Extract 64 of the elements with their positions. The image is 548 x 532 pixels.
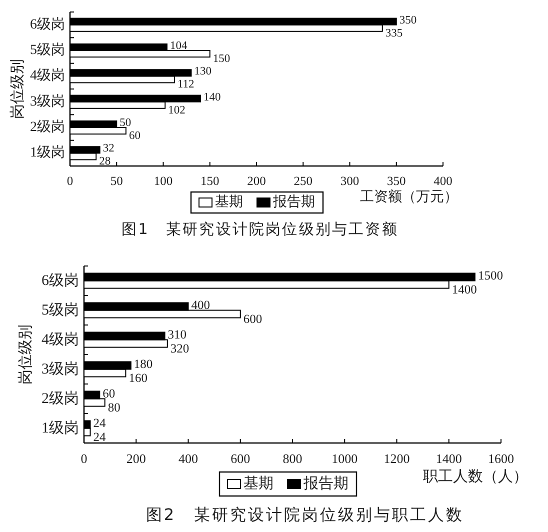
legend-label: 报告期 (272, 194, 315, 210)
x-tick-label: 250 (294, 174, 312, 188)
y-tick-label: 3级岗 (30, 93, 65, 110)
y-tick-label: 5级岗 (42, 301, 79, 318)
x-tick-label: 50 (110, 174, 123, 188)
y-tick-label: 3级岗 (42, 360, 79, 378)
legend-label: 基期 (244, 475, 274, 492)
data-label: 1400 (452, 282, 477, 296)
x-tick-label: 600 (230, 451, 250, 466)
text: 图2 某研究设计院岗位级别与职工人数 (146, 505, 464, 524)
x-tick-label: 400 (178, 451, 198, 466)
data-label: 50 (120, 117, 132, 129)
x-tick-label: 1600 (488, 451, 514, 466)
data-label: 24 (93, 430, 107, 444)
x-tick-label: 1200 (384, 451, 410, 466)
y-tick-label: 5级岗 (30, 42, 65, 58)
data-label: 80 (108, 400, 120, 414)
x-tick-label: 1000 (332, 451, 358, 466)
y-tick-label: 6级岗 (30, 16, 65, 32)
data-label: 1500 (478, 268, 503, 282)
y-tick-label: 4级岗 (42, 330, 79, 348)
legend-label: 报告期 (302, 475, 348, 492)
data-label: 350 (399, 14, 417, 26)
x-tick-label: 0 (66, 174, 74, 188)
data-label: 24 (93, 416, 107, 430)
data-label: 140 (204, 91, 222, 104)
y-tick-label: 6级岗 (42, 272, 79, 289)
data-label: 28 (99, 156, 111, 168)
data-label: 130 (194, 66, 212, 78)
x-tick-label: 200 (126, 451, 146, 466)
data-label: 60 (102, 386, 116, 400)
data-label: 310 (168, 327, 187, 342)
x-tick-label: 100 (154, 174, 173, 188)
data-label: 160 (128, 370, 148, 385)
data-label: 150 (212, 53, 230, 66)
y-tick-label: 2级岗 (30, 119, 65, 135)
x-tick-label: 1400 (436, 451, 462, 466)
data-label: 600 (243, 312, 262, 326)
x-tick-label: 0 (80, 451, 88, 466)
data-label: 32 (102, 142, 115, 155)
data-label: 335 (385, 27, 403, 40)
x-tick-label: 150 (200, 174, 220, 188)
x-tick-label: 800 (282, 451, 302, 466)
y-tick-label: 1级岗 (30, 144, 65, 161)
y-tick-label: 1级岗 (42, 419, 79, 436)
text: 图1 某研究设计院岗位级别与工资额 (122, 220, 398, 238)
x-tick-label: 400 (434, 174, 452, 188)
y-axis-title: 岗位级别 (9, 59, 26, 119)
x-tick-label: 200 (247, 174, 266, 188)
data-label: 400 (191, 298, 210, 312)
x-axis-title: 职工人数（人） (423, 469, 528, 485)
data-label: 60 (128, 130, 141, 142)
data-label: 112 (177, 78, 195, 91)
data-label: 104 (170, 40, 188, 52)
data-label: 180 (134, 356, 153, 371)
data-label: 102 (168, 104, 186, 116)
y-tick-label: 2级岗 (42, 390, 79, 407)
data-label: 320 (170, 341, 190, 356)
legend-label: 基期 (215, 194, 243, 210)
x-tick-label: 300 (340, 174, 360, 188)
y-axis-title: 岗位级别 (17, 324, 34, 384)
x-tick-label: 350 (387, 174, 406, 188)
x-axis-title: 工资额（万元） (360, 189, 458, 205)
y-tick-label: 4级岗 (30, 68, 65, 84)
